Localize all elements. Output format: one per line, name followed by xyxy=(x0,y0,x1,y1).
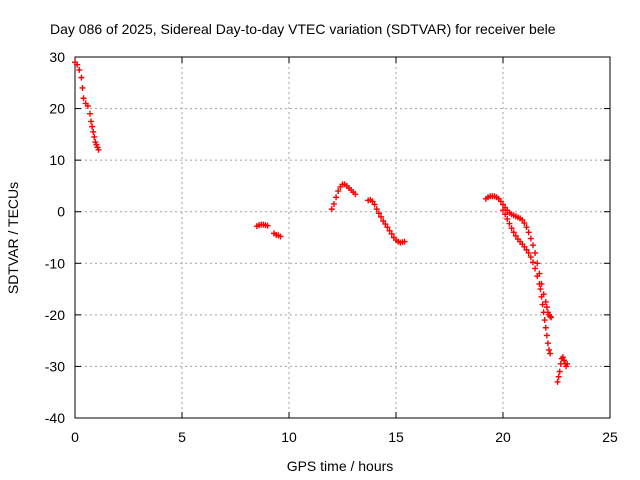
data-point xyxy=(548,314,555,321)
x-tick-label: 15 xyxy=(388,429,404,445)
y-tick-label: 30 xyxy=(49,49,65,65)
x-tick-label: 5 xyxy=(178,429,186,445)
data-point xyxy=(560,357,567,364)
data-point xyxy=(556,368,563,375)
x-tick-label: 25 xyxy=(602,429,618,445)
data-point xyxy=(543,304,550,311)
x-tick-label: 10 xyxy=(281,429,297,445)
data-point xyxy=(544,340,551,347)
data-point xyxy=(401,238,408,245)
data-point xyxy=(90,128,97,135)
data-point xyxy=(86,110,93,117)
data-point xyxy=(512,232,519,239)
axis-ticks: 0 5 10 15 20 25 -40 -30 -20 -10 0 10 20 30 xyxy=(45,49,618,445)
data-point xyxy=(78,74,85,81)
data-point xyxy=(371,201,378,208)
data-point xyxy=(555,373,562,380)
data-point xyxy=(539,301,546,308)
data-point xyxy=(534,273,541,280)
data-point xyxy=(74,61,81,68)
data-point xyxy=(504,215,511,222)
y-axis-label: SDTVAR / TECUs xyxy=(5,182,21,294)
data-point xyxy=(384,224,391,231)
data-point xyxy=(532,265,539,272)
data-point xyxy=(525,249,532,256)
y-tick-label: 0 xyxy=(57,204,65,220)
data-point xyxy=(333,194,340,201)
data-point xyxy=(527,235,534,242)
data-point xyxy=(527,254,534,261)
data-point xyxy=(559,354,566,361)
data-point xyxy=(502,211,509,218)
data-point xyxy=(91,133,98,140)
data-point xyxy=(79,84,86,91)
data-point xyxy=(546,346,553,353)
data-point xyxy=(382,221,389,228)
data-point xyxy=(500,207,506,214)
x-tick-label: 20 xyxy=(495,429,511,445)
data-point xyxy=(532,249,539,256)
data-point xyxy=(388,230,395,237)
y-tick-label: -10 xyxy=(45,255,65,271)
data-point xyxy=(373,206,380,213)
chart-title: Day 086 of 2025, Sidereal Day-to-day VTE… xyxy=(50,21,556,37)
data-points xyxy=(72,59,571,385)
data-point xyxy=(80,95,87,102)
data-point xyxy=(547,350,554,357)
data-point xyxy=(328,206,335,213)
data-point xyxy=(95,146,102,153)
data-point xyxy=(534,260,541,267)
data-point xyxy=(525,229,532,236)
data-point xyxy=(540,309,547,316)
data-point xyxy=(554,378,561,385)
y-tick-label: -30 xyxy=(45,358,65,374)
data-point xyxy=(380,217,387,224)
data-point xyxy=(529,242,536,249)
data-point xyxy=(352,191,359,198)
data-point xyxy=(264,222,271,229)
data-point xyxy=(538,293,545,300)
data-point xyxy=(547,313,554,320)
data-point xyxy=(375,210,382,217)
grid xyxy=(75,57,610,418)
y-tick-label: 20 xyxy=(49,101,65,117)
data-point xyxy=(564,360,571,367)
data-point xyxy=(500,201,506,208)
data-point xyxy=(508,225,515,232)
data-point xyxy=(497,198,504,205)
y-tick-label: -20 xyxy=(45,307,65,323)
data-point xyxy=(84,102,91,109)
data-point xyxy=(506,220,513,227)
y-tick-label: 10 xyxy=(49,152,65,168)
data-point xyxy=(386,227,393,234)
data-point xyxy=(521,243,528,250)
data-point xyxy=(543,332,550,339)
data-point xyxy=(542,298,549,305)
data-point xyxy=(330,200,337,207)
x-tick-label: 0 xyxy=(71,429,79,445)
data-point xyxy=(536,280,543,287)
data-point xyxy=(542,324,549,331)
x-axis-label: GPS time / hours xyxy=(287,458,394,474)
data-point xyxy=(335,188,342,195)
data-point xyxy=(277,233,284,240)
data-point xyxy=(523,246,530,253)
data-point xyxy=(519,216,526,223)
data-point xyxy=(89,123,96,130)
data-point xyxy=(523,224,530,231)
data-point xyxy=(88,118,95,125)
data-point xyxy=(541,317,548,324)
y-tick-label: -40 xyxy=(45,410,65,426)
data-point xyxy=(369,198,376,205)
data-point xyxy=(537,286,544,293)
data-point xyxy=(76,66,83,73)
data-point xyxy=(521,220,528,227)
data-point xyxy=(510,229,517,236)
data-point xyxy=(378,213,385,220)
plot-frame xyxy=(74,56,611,419)
data-point xyxy=(529,259,536,266)
